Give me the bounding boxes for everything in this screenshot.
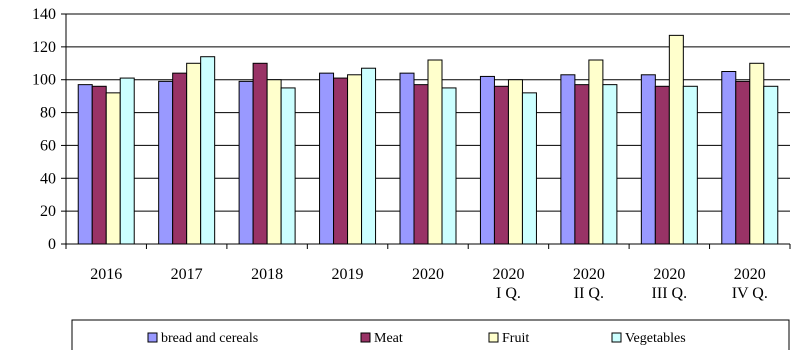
y-tick-label: 40: [40, 170, 56, 187]
bar-vegetables: [119, 77, 135, 245]
legend-swatch: [360, 332, 371, 343]
bar-bread-and-cereals: [399, 72, 415, 245]
bar-vegetables: [682, 85, 698, 245]
legend: bread and cereals Meat Fruit Vegetables: [71, 319, 790, 350]
x-category-label: 2017: [171, 266, 203, 283]
bars: [77, 34, 779, 245]
legend-swatch: [147, 332, 158, 343]
x-category-label: 2018: [251, 266, 283, 283]
y-axis: 0 20 40 60 80 100 120 140: [32, 6, 67, 253]
legend-swatch: [488, 332, 499, 343]
x-category-label: 2020 IV Q.: [732, 266, 768, 302]
bar-fruit: [507, 79, 523, 245]
bar-bread-and-cereals: [721, 71, 737, 245]
y-tick-label: 60: [40, 137, 56, 154]
bar-meat: [172, 72, 188, 245]
x-category-label: 2020 I Q.: [492, 266, 524, 302]
bar-fruit: [266, 79, 282, 245]
legend-label: Meat: [374, 331, 403, 346]
bar-fruit: [186, 62, 202, 245]
bar-fruit: [749, 62, 765, 245]
bar-vegetables: [602, 84, 618, 245]
bar-bread-and-cereals: [479, 75, 495, 245]
bar-meat: [493, 85, 509, 245]
x-axis: 2016 2017 2018 2019 2020 2020 I Q. 2020 II Q. 202…: [65, 243, 791, 302]
bar-fruit: [588, 59, 604, 245]
bar-fruit: [427, 59, 443, 245]
bar-meat: [654, 85, 670, 245]
bar-vegetables: [200, 56, 216, 245]
bar-vegetables: [280, 87, 296, 245]
y-tick-label: 80: [40, 105, 56, 122]
bar-meat: [413, 84, 429, 245]
y-tick-label: 140: [32, 6, 56, 23]
bar-meat: [735, 80, 751, 245]
bar-vegetables: [521, 92, 537, 245]
x-category-label: 2016: [90, 266, 122, 283]
bar-vegetables: [763, 85, 779, 245]
legend-label: Vegetables: [625, 331, 686, 346]
bar-fruit: [347, 74, 363, 245]
legend-box: [71, 319, 790, 350]
bar-fruit: [105, 92, 121, 245]
bar-bread-and-cereals: [77, 84, 93, 245]
bar-vegetables: [361, 67, 377, 245]
bar-meat: [333, 77, 349, 245]
bar-meat: [574, 84, 590, 245]
y-tick-label: 100: [32, 72, 56, 89]
y-tick-label: 20: [40, 203, 56, 220]
legend-swatch: [611, 332, 622, 343]
bar-vegetables: [441, 87, 457, 245]
y-tick-label: 0: [48, 236, 56, 253]
x-category-label: 2020 III Q.: [652, 266, 688, 302]
y-tick-label: 120: [32, 39, 56, 56]
bar-bread-and-cereals: [158, 80, 174, 245]
x-category-label: 2019: [332, 266, 364, 283]
bar-bread-and-cereals: [640, 74, 656, 245]
x-category-label: 2020 II Q.: [573, 266, 605, 302]
bar-meat: [91, 85, 107, 245]
legend-label: bread and cereals: [161, 331, 258, 346]
bar-bread-and-cereals: [238, 80, 254, 245]
bar-fruit: [668, 34, 684, 245]
bar-bread-and-cereals: [560, 74, 576, 245]
bar-bread-and-cereals: [319, 72, 335, 245]
x-category-label: 2020: [412, 266, 444, 283]
bar-meat: [252, 62, 268, 245]
legend-label: Fruit: [502, 331, 529, 346]
